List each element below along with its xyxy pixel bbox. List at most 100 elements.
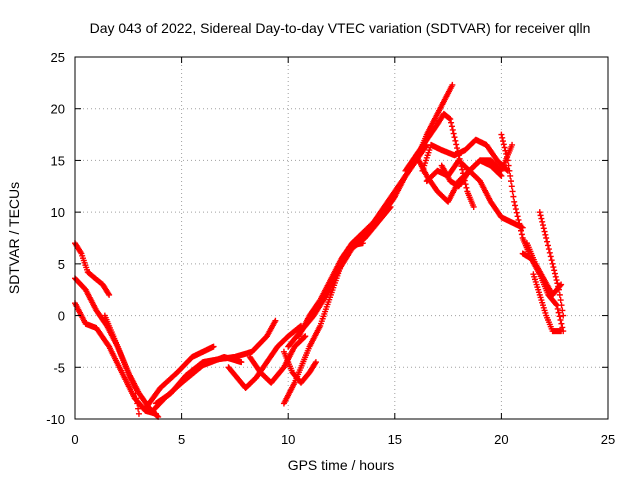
data-point	[539, 218, 546, 225]
data-point	[462, 181, 469, 188]
data-point	[512, 202, 519, 209]
series-track-23	[523, 240, 565, 298]
y-tick-label: 0	[58, 309, 65, 324]
data-point	[555, 286, 562, 293]
data-point	[560, 312, 567, 319]
data-point	[507, 178, 514, 185]
data-point	[448, 119, 455, 126]
data-point	[510, 193, 517, 200]
data-point	[504, 157, 511, 164]
data-point	[544, 242, 551, 249]
x-tick-label: 20	[494, 432, 508, 447]
data-point	[554, 280, 561, 287]
data-point	[507, 172, 514, 179]
data-point	[131, 384, 138, 391]
data-point	[551, 267, 558, 274]
data-point	[453, 141, 460, 148]
data-point	[500, 141, 507, 148]
data-point	[554, 305, 561, 312]
series-track-3	[72, 300, 160, 417]
data-point	[548, 257, 555, 264]
data-point	[545, 246, 552, 253]
data-point	[106, 291, 113, 298]
data-point	[538, 215, 545, 222]
data-point	[506, 167, 513, 174]
data-point	[447, 116, 454, 123]
data-point	[556, 313, 563, 320]
data-point	[536, 209, 543, 216]
data-point	[550, 264, 557, 271]
data-point	[503, 154, 510, 161]
data-point	[547, 253, 554, 260]
data-point	[501, 144, 508, 151]
data-point	[210, 343, 217, 350]
y-tick-label: 25	[51, 50, 65, 65]
data-point	[557, 317, 564, 324]
x-tick-label: 10	[281, 432, 295, 447]
y-tick-label: 5	[58, 257, 65, 272]
data-point	[133, 395, 140, 402]
data-point	[518, 227, 525, 234]
data-point	[552, 273, 559, 280]
data-point	[515, 216, 522, 223]
series-track-6	[142, 343, 217, 412]
data-point	[77, 249, 84, 256]
data-point	[555, 309, 562, 316]
data-point	[502, 147, 509, 154]
x-axis-label: GPS time / hours	[288, 457, 395, 473]
data-point	[470, 203, 477, 210]
data-point	[559, 324, 566, 331]
series-track-17	[419, 136, 511, 174]
data-point	[449, 81, 456, 88]
data-point	[557, 297, 564, 304]
axis-ticks: 0 5 10 15 20 25 -10 -5 0 5 10 15 20 25	[46, 50, 615, 447]
data-point	[134, 400, 141, 407]
data-point	[559, 307, 566, 314]
data-point	[549, 260, 556, 267]
y-tick-label: -10	[46, 412, 65, 427]
data-point	[301, 334, 308, 341]
x-tick-label: 15	[388, 432, 402, 447]
data-point	[505, 162, 512, 169]
data-point	[132, 390, 139, 397]
data-point	[544, 238, 551, 245]
x-tick-label: 25	[601, 432, 615, 447]
series-track-8	[225, 322, 304, 391]
data-point	[537, 212, 544, 219]
data-point	[497, 172, 504, 179]
data-point	[512, 206, 519, 213]
data-point	[558, 302, 565, 309]
data-point	[516, 220, 523, 227]
data-point	[503, 150, 510, 157]
data-point	[543, 235, 550, 241]
data-point	[551, 270, 558, 277]
data-point	[558, 320, 565, 327]
chart-title: Day 043 of 2022, Sidereal Day-to-day VTE…	[90, 20, 591, 36]
data-point	[135, 405, 142, 412]
x-tick-label: 5	[178, 432, 185, 447]
y-tick-label: 15	[51, 153, 65, 168]
data-point	[556, 291, 563, 298]
data-point	[302, 333, 309, 340]
data-point	[508, 183, 515, 190]
data-point	[517, 224, 524, 231]
data-point	[518, 231, 525, 238]
data-point	[451, 134, 458, 141]
data-point	[498, 131, 505, 138]
data-point	[449, 126, 456, 133]
data-point	[452, 137, 459, 144]
y-axis-label: SDTVAR / TECUs	[6, 182, 22, 294]
y-tick-label: 20	[51, 102, 65, 117]
series-track-24	[536, 209, 567, 319]
data-point	[540, 225, 547, 232]
data-point	[539, 222, 546, 229]
data-point	[541, 228, 548, 235]
series-track-1	[72, 240, 113, 298]
data-point	[552, 301, 559, 308]
data-point	[238, 359, 245, 366]
data-point	[513, 209, 520, 216]
data-point	[153, 410, 160, 417]
y-tick-label: -5	[53, 360, 65, 375]
